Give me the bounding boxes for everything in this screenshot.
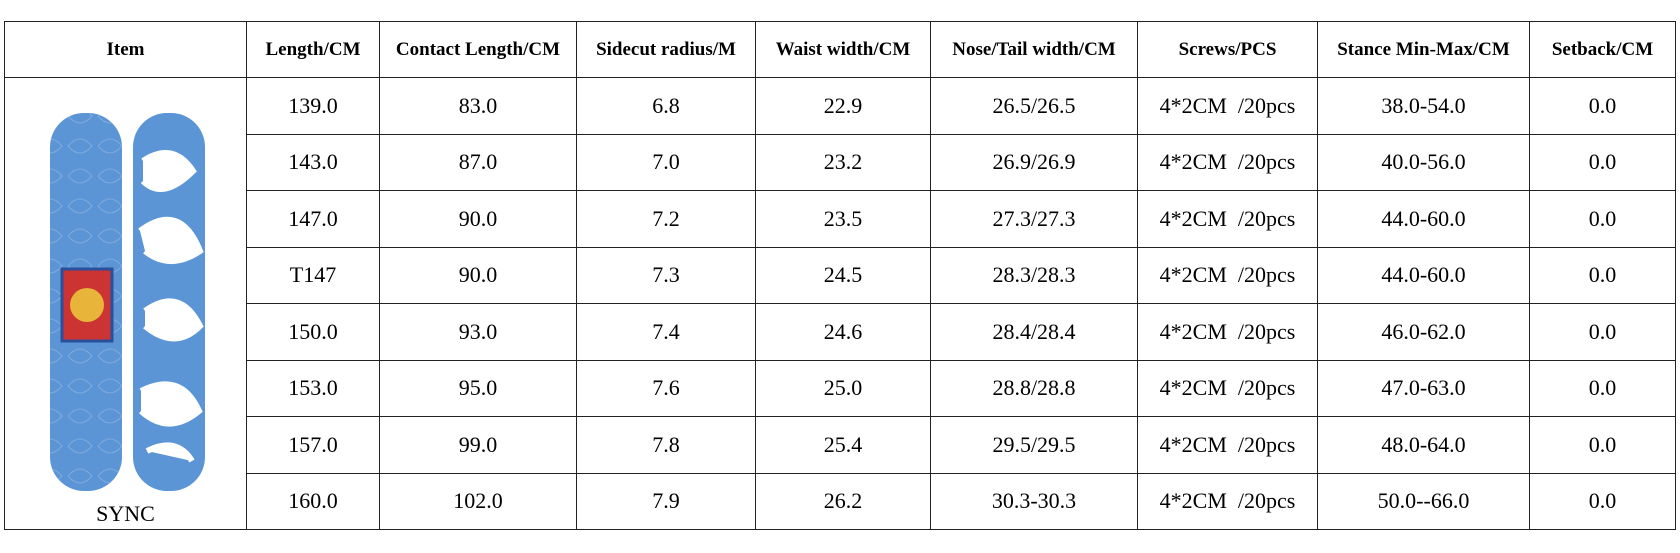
table-cell: 7.9 bbox=[576, 472, 756, 530]
table-cell: 4*2CM /20pcs bbox=[1137, 359, 1318, 417]
table-cell: 24.5 bbox=[755, 246, 931, 304]
table-row: 143.0 87.0 7.0 23.2 26.9/26.9 4*2CM /20pcs 40.… bbox=[5, 133, 1676, 191]
table-row: T147 90.0 7.3 24.5 28.3/28.3 4*2CM /20pcs 44.0… bbox=[5, 246, 1676, 304]
table-cell: 0.0 bbox=[1529, 77, 1676, 135]
column-header: Waist width/CM bbox=[755, 21, 931, 78]
snowboard-image bbox=[50, 113, 205, 491]
table-cell: 26.9/26.9 bbox=[930, 133, 1138, 191]
column-header: Length/CM bbox=[246, 21, 380, 78]
column-header: Item bbox=[4, 21, 247, 78]
table-cell: 50.0--66.0 bbox=[1317, 472, 1530, 530]
table-body: SYNC 139.0 83.0 6.8 22.9 26.5/26.5 4*2CM /20pc… bbox=[4, 77, 1676, 530]
table-row: 153.0 95.0 7.6 25.0 28.8/28.8 4*2CM /20pcs 47.… bbox=[5, 359, 1676, 417]
item-label: SYNC bbox=[96, 501, 155, 526]
spec-table: Item Length/CM Contact Length/CM Sidecut ra… bbox=[4, 21, 1676, 530]
table-cell: 99.0 bbox=[379, 416, 577, 474]
table-cell: 7.4 bbox=[576, 303, 756, 361]
table-cell: 0.0 bbox=[1529, 133, 1676, 191]
table-cell: 25.0 bbox=[755, 359, 931, 417]
table-cell: 4*2CM /20pcs bbox=[1137, 416, 1318, 474]
table-cell: 139.0 bbox=[246, 77, 380, 135]
table-cell: 44.0-60.0 bbox=[1317, 246, 1530, 304]
table-cell: 28.8/28.8 bbox=[930, 359, 1138, 417]
table-cell: 93.0 bbox=[379, 303, 577, 361]
table-cell: 90.0 bbox=[379, 190, 577, 248]
table-cell: 27.3/27.3 bbox=[930, 190, 1138, 248]
table-cell: 143.0 bbox=[246, 133, 380, 191]
column-header: Contact Length/CM bbox=[379, 21, 577, 78]
table-cell: 0.0 bbox=[1529, 303, 1676, 361]
column-header: Sidecut radius/M bbox=[576, 21, 756, 78]
table-cell: 26.2 bbox=[755, 472, 931, 530]
table-cell: 4*2CM /20pcs bbox=[1137, 303, 1318, 361]
table-cell: 4*2CM /20pcs bbox=[1137, 133, 1318, 191]
table-row: 147.0 90.0 7.2 23.5 27.3/27.3 4*2CM /20pcs 44.… bbox=[5, 190, 1676, 248]
table-cell: 0.0 bbox=[1529, 416, 1676, 474]
table-cell: 48.0-64.0 bbox=[1317, 416, 1530, 474]
table-cell: 4*2CM /20pcs bbox=[1137, 190, 1318, 248]
table-cell: 0.0 bbox=[1529, 472, 1676, 530]
table-cell: 150.0 bbox=[246, 303, 380, 361]
table-cell: 95.0 bbox=[379, 359, 577, 417]
table-cell: 7.6 bbox=[576, 359, 756, 417]
table-cell: 30.3-30.3 bbox=[930, 472, 1138, 530]
table-cell: 44.0-60.0 bbox=[1317, 190, 1530, 248]
table-cell: 7.0 bbox=[576, 133, 756, 191]
table-cell: 0.0 bbox=[1529, 246, 1676, 304]
table-cell: 38.0-54.0 bbox=[1317, 77, 1530, 135]
table-cell: 46.0-62.0 bbox=[1317, 303, 1530, 361]
table-cell: 26.5/26.5 bbox=[930, 77, 1138, 135]
column-header: Screws/PCS bbox=[1137, 21, 1318, 78]
column-header: Setback/CM bbox=[1529, 21, 1676, 78]
item-cell: SYNC bbox=[4, 77, 247, 530]
header-row: Item Length/CM Contact Length/CM Sidecut ra… bbox=[4, 21, 1676, 78]
table-cell: 40.0-56.0 bbox=[1317, 133, 1530, 191]
table-cell: 6.8 bbox=[576, 77, 756, 135]
column-header: Nose/Tail width/CM bbox=[930, 21, 1138, 78]
table-cell: 0.0 bbox=[1529, 359, 1676, 417]
table-cell: 24.6 bbox=[755, 303, 931, 361]
table-row: SYNC 139.0 83.0 6.8 22.9 26.5/26.5 4*2CM /20pc… bbox=[4, 77, 1676, 530]
table-cell: 147.0 bbox=[246, 190, 380, 248]
table-cell: 23.2 bbox=[755, 133, 931, 191]
table-cell: 102.0 bbox=[379, 472, 577, 530]
table-cell: 7.3 bbox=[576, 246, 756, 304]
table-cell: 4*2CM /20pcs bbox=[1137, 246, 1318, 304]
column-header: Stance Min-Max/CM bbox=[1317, 21, 1530, 78]
table-cell: 7.8 bbox=[576, 416, 756, 474]
table-cell: T147 bbox=[246, 246, 380, 304]
table-cell: 87.0 bbox=[379, 133, 577, 191]
table-cell: 25.4 bbox=[755, 416, 931, 474]
table-cell: 7.2 bbox=[576, 190, 756, 248]
table-row: 150.0 93.0 7.4 24.6 28.4/28.4 4*2CM /20pcs 46.… bbox=[5, 303, 1676, 361]
table-cell: 4*2CM /20pcs bbox=[1137, 77, 1318, 135]
table-cell: 28.4/28.4 bbox=[930, 303, 1138, 361]
table-cell: 153.0 bbox=[246, 359, 380, 417]
table-cell: 157.0 bbox=[246, 416, 380, 474]
table-cell: 160.0 bbox=[246, 472, 380, 530]
table-cell: 22.9 bbox=[755, 77, 931, 135]
table-row: 160.0 102.0 7.9 26.2 30.3-30.3 4*2CM /20pcs 50… bbox=[5, 472, 1676, 530]
table-cell: 0.0 bbox=[1529, 190, 1676, 248]
table-cell: 47.0-63.0 bbox=[1317, 359, 1530, 417]
table-cell: 83.0 bbox=[379, 77, 577, 135]
table-cell: 28.3/28.3 bbox=[930, 246, 1138, 304]
table-cell: 29.5/29.5 bbox=[930, 416, 1138, 474]
table-cell: 4*2CM /20pcs bbox=[1137, 472, 1318, 530]
table-row: 157.0 99.0 7.8 25.4 29.5/29.5 4*2CM /20pcs 48.… bbox=[5, 416, 1676, 474]
table-cell: 90.0 bbox=[379, 246, 577, 304]
table-cell: 23.5 bbox=[755, 190, 931, 248]
